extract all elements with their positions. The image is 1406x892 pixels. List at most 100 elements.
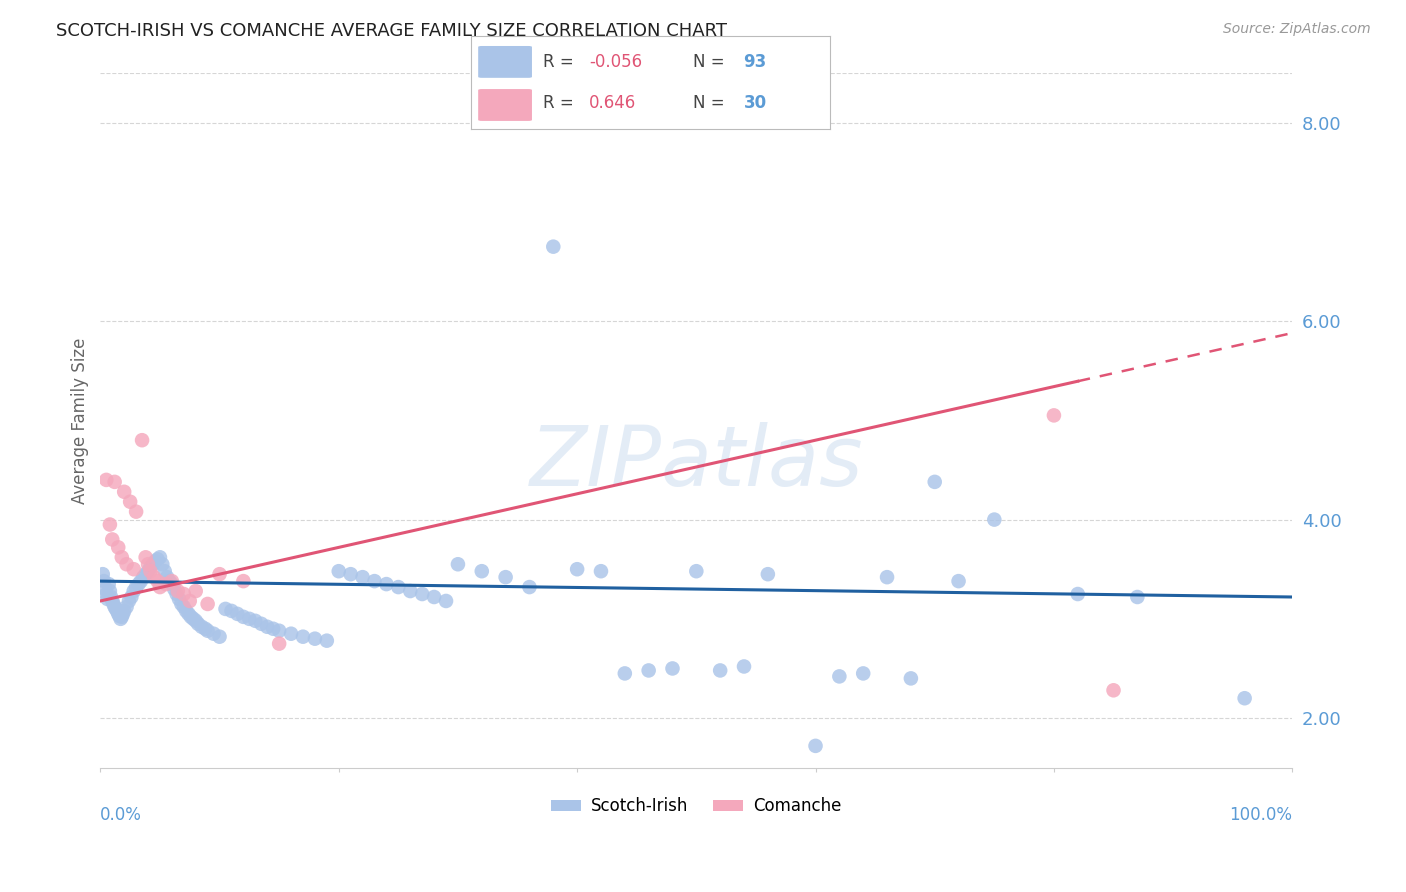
Point <box>177 607 200 621</box>
Text: 0.0%: 0.0% <box>100 805 142 824</box>
Point <box>111 550 134 565</box>
Point <box>900 672 922 686</box>
Point <box>269 637 291 651</box>
Point <box>120 494 142 508</box>
Point <box>101 594 124 608</box>
Point <box>250 616 273 631</box>
Point <box>115 558 138 572</box>
Y-axis label: Average Family Size: Average Family Size <box>72 337 89 503</box>
Point <box>238 612 260 626</box>
Point <box>149 550 172 565</box>
Point <box>159 574 181 588</box>
Text: R =: R = <box>543 53 579 70</box>
Point <box>709 664 731 678</box>
Point <box>143 570 166 584</box>
Point <box>262 622 284 636</box>
Point <box>924 475 946 489</box>
Point <box>685 564 707 578</box>
Point <box>495 570 517 584</box>
Point <box>208 567 231 582</box>
Point <box>269 624 291 638</box>
Point <box>174 604 197 618</box>
Point <box>1233 691 1256 706</box>
Point <box>120 590 142 604</box>
Point <box>112 604 135 618</box>
Text: N =: N = <box>693 53 730 70</box>
FancyBboxPatch shape <box>478 89 531 121</box>
Point <box>104 599 127 614</box>
Point <box>232 574 254 588</box>
Point <box>149 580 172 594</box>
Point <box>232 610 254 624</box>
Point <box>280 626 302 640</box>
Point <box>328 564 350 578</box>
Point <box>565 562 588 576</box>
Text: Source: ZipAtlas.com: Source: ZipAtlas.com <box>1223 22 1371 37</box>
Point <box>637 664 659 678</box>
Point <box>1043 409 1066 423</box>
Point <box>1102 683 1125 698</box>
Point <box>104 475 127 489</box>
Point <box>112 484 135 499</box>
Point <box>202 626 225 640</box>
Point <box>173 587 195 601</box>
Point <box>143 554 166 568</box>
Point <box>93 574 115 588</box>
Point <box>107 607 129 621</box>
Point <box>146 574 169 588</box>
Point <box>194 622 217 636</box>
Point <box>132 570 155 584</box>
Text: 30: 30 <box>744 95 766 112</box>
Point <box>245 614 267 628</box>
Point <box>94 582 117 596</box>
Point <box>115 599 138 614</box>
Point <box>733 659 755 673</box>
Point <box>948 574 970 588</box>
Point <box>108 608 131 623</box>
Point <box>187 616 209 631</box>
Point <box>983 512 1005 526</box>
Point <box>136 558 159 572</box>
Point <box>214 602 236 616</box>
Point <box>315 633 337 648</box>
Point <box>100 590 122 604</box>
Point <box>852 666 875 681</box>
Point <box>146 552 169 566</box>
Point <box>135 550 157 565</box>
Point <box>101 533 124 547</box>
Point <box>471 564 494 578</box>
Point <box>125 505 148 519</box>
Point <box>756 567 779 582</box>
Point <box>181 612 204 626</box>
Point <box>197 624 219 638</box>
Text: 100.0%: 100.0% <box>1229 805 1292 824</box>
Point <box>166 587 188 601</box>
Point <box>661 661 683 675</box>
FancyBboxPatch shape <box>478 46 531 78</box>
Point <box>226 607 249 621</box>
Point <box>180 610 202 624</box>
Point <box>352 570 374 584</box>
Point <box>256 620 278 634</box>
Point <box>804 739 827 753</box>
Text: N =: N = <box>693 95 730 112</box>
Text: SCOTCH-IRISH VS COMANCHE AVERAGE FAMILY SIZE CORRELATION CHART: SCOTCH-IRISH VS COMANCHE AVERAGE FAMILY … <box>56 22 727 40</box>
Point <box>96 592 118 607</box>
Point <box>519 580 541 594</box>
Point <box>139 564 162 578</box>
Point <box>434 594 457 608</box>
Point <box>111 607 134 621</box>
Point <box>166 584 188 599</box>
Point <box>96 587 118 601</box>
Point <box>122 562 145 576</box>
Point <box>291 630 314 644</box>
Point <box>304 632 326 646</box>
Text: ZIPatlas: ZIPatlas <box>530 422 863 502</box>
Point <box>876 570 898 584</box>
Point <box>110 612 132 626</box>
Text: 0.646: 0.646 <box>589 95 637 112</box>
Point <box>118 594 141 608</box>
Point <box>105 604 128 618</box>
Legend: Scotch-Irish, Comanche: Scotch-Irish, Comanche <box>544 790 848 822</box>
Point <box>363 574 385 588</box>
